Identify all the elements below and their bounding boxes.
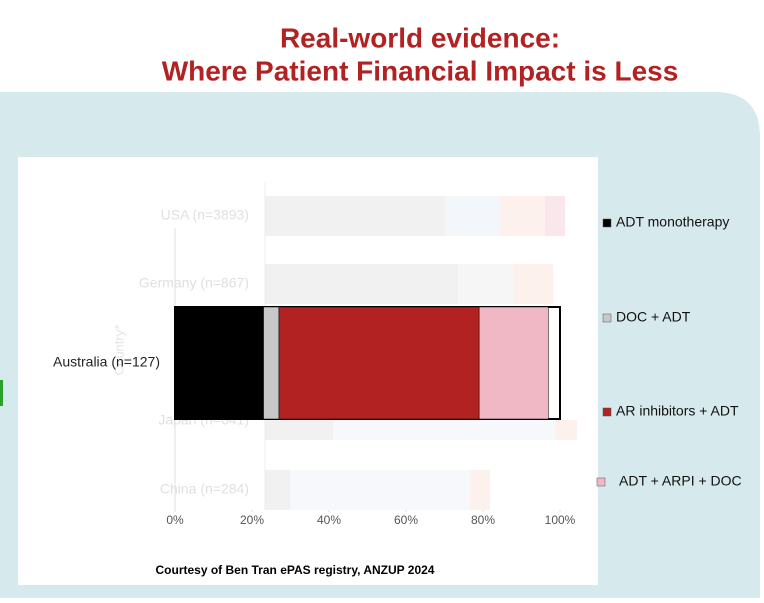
legend-swatch: [602, 218, 612, 228]
faded-category: USA (n=3893): [161, 207, 249, 223]
faded-bar: [458, 264, 513, 304]
faded-bar: [265, 196, 445, 236]
legend-swatch: [602, 313, 612, 323]
faded-axis-label: Country*: [111, 325, 126, 376]
faded-bar: [265, 264, 458, 304]
faded-bar: [500, 196, 545, 236]
faded-bar: [333, 420, 555, 440]
faded-bar: [555, 420, 577, 440]
x-tick-label: 20%: [240, 513, 264, 527]
faded-bar: [445, 196, 500, 236]
legend-label: ADT + ARPI + DOC: [619, 473, 742, 489]
title: Where Patient Financial Impact is Less: [162, 55, 679, 86]
legend-label: ADT monotherapy: [616, 214, 729, 230]
legend-swatch: [596, 477, 606, 487]
faded-category: China (n=284): [160, 481, 249, 497]
bar-segment: [278, 306, 480, 420]
x-tick-label: 60%: [394, 513, 418, 527]
bar-segment: [263, 306, 280, 420]
faded-bar: [470, 470, 490, 510]
faded-bars: [264, 182, 577, 510]
faded-bar: [290, 470, 470, 510]
y-tick-label: Australia (n=127): [53, 354, 160, 370]
edge-marker: [0, 380, 3, 406]
faded-bar: [545, 196, 565, 236]
faded-category: Germany (n=867): [139, 275, 249, 291]
legend-label: AR inhibitors + ADT: [616, 403, 739, 419]
faded-bar: [265, 420, 333, 440]
legend-label: DOC + ADT: [616, 309, 691, 325]
legend-swatch: [602, 407, 612, 417]
title: Real-world evidence:: [280, 22, 560, 53]
footnote: Courtesy of Ben Tran ePAS registry, ANZU…: [156, 563, 435, 577]
x-tick-label: 0%: [166, 513, 184, 527]
x-tick-label: 40%: [317, 513, 341, 527]
x-tick-label: 100%: [545, 513, 576, 527]
bar-segment: [174, 306, 264, 420]
faded-bar: [513, 264, 553, 304]
faded-bar: [265, 470, 290, 510]
bar-segment: [478, 306, 549, 420]
x-tick-label: 80%: [471, 513, 495, 527]
